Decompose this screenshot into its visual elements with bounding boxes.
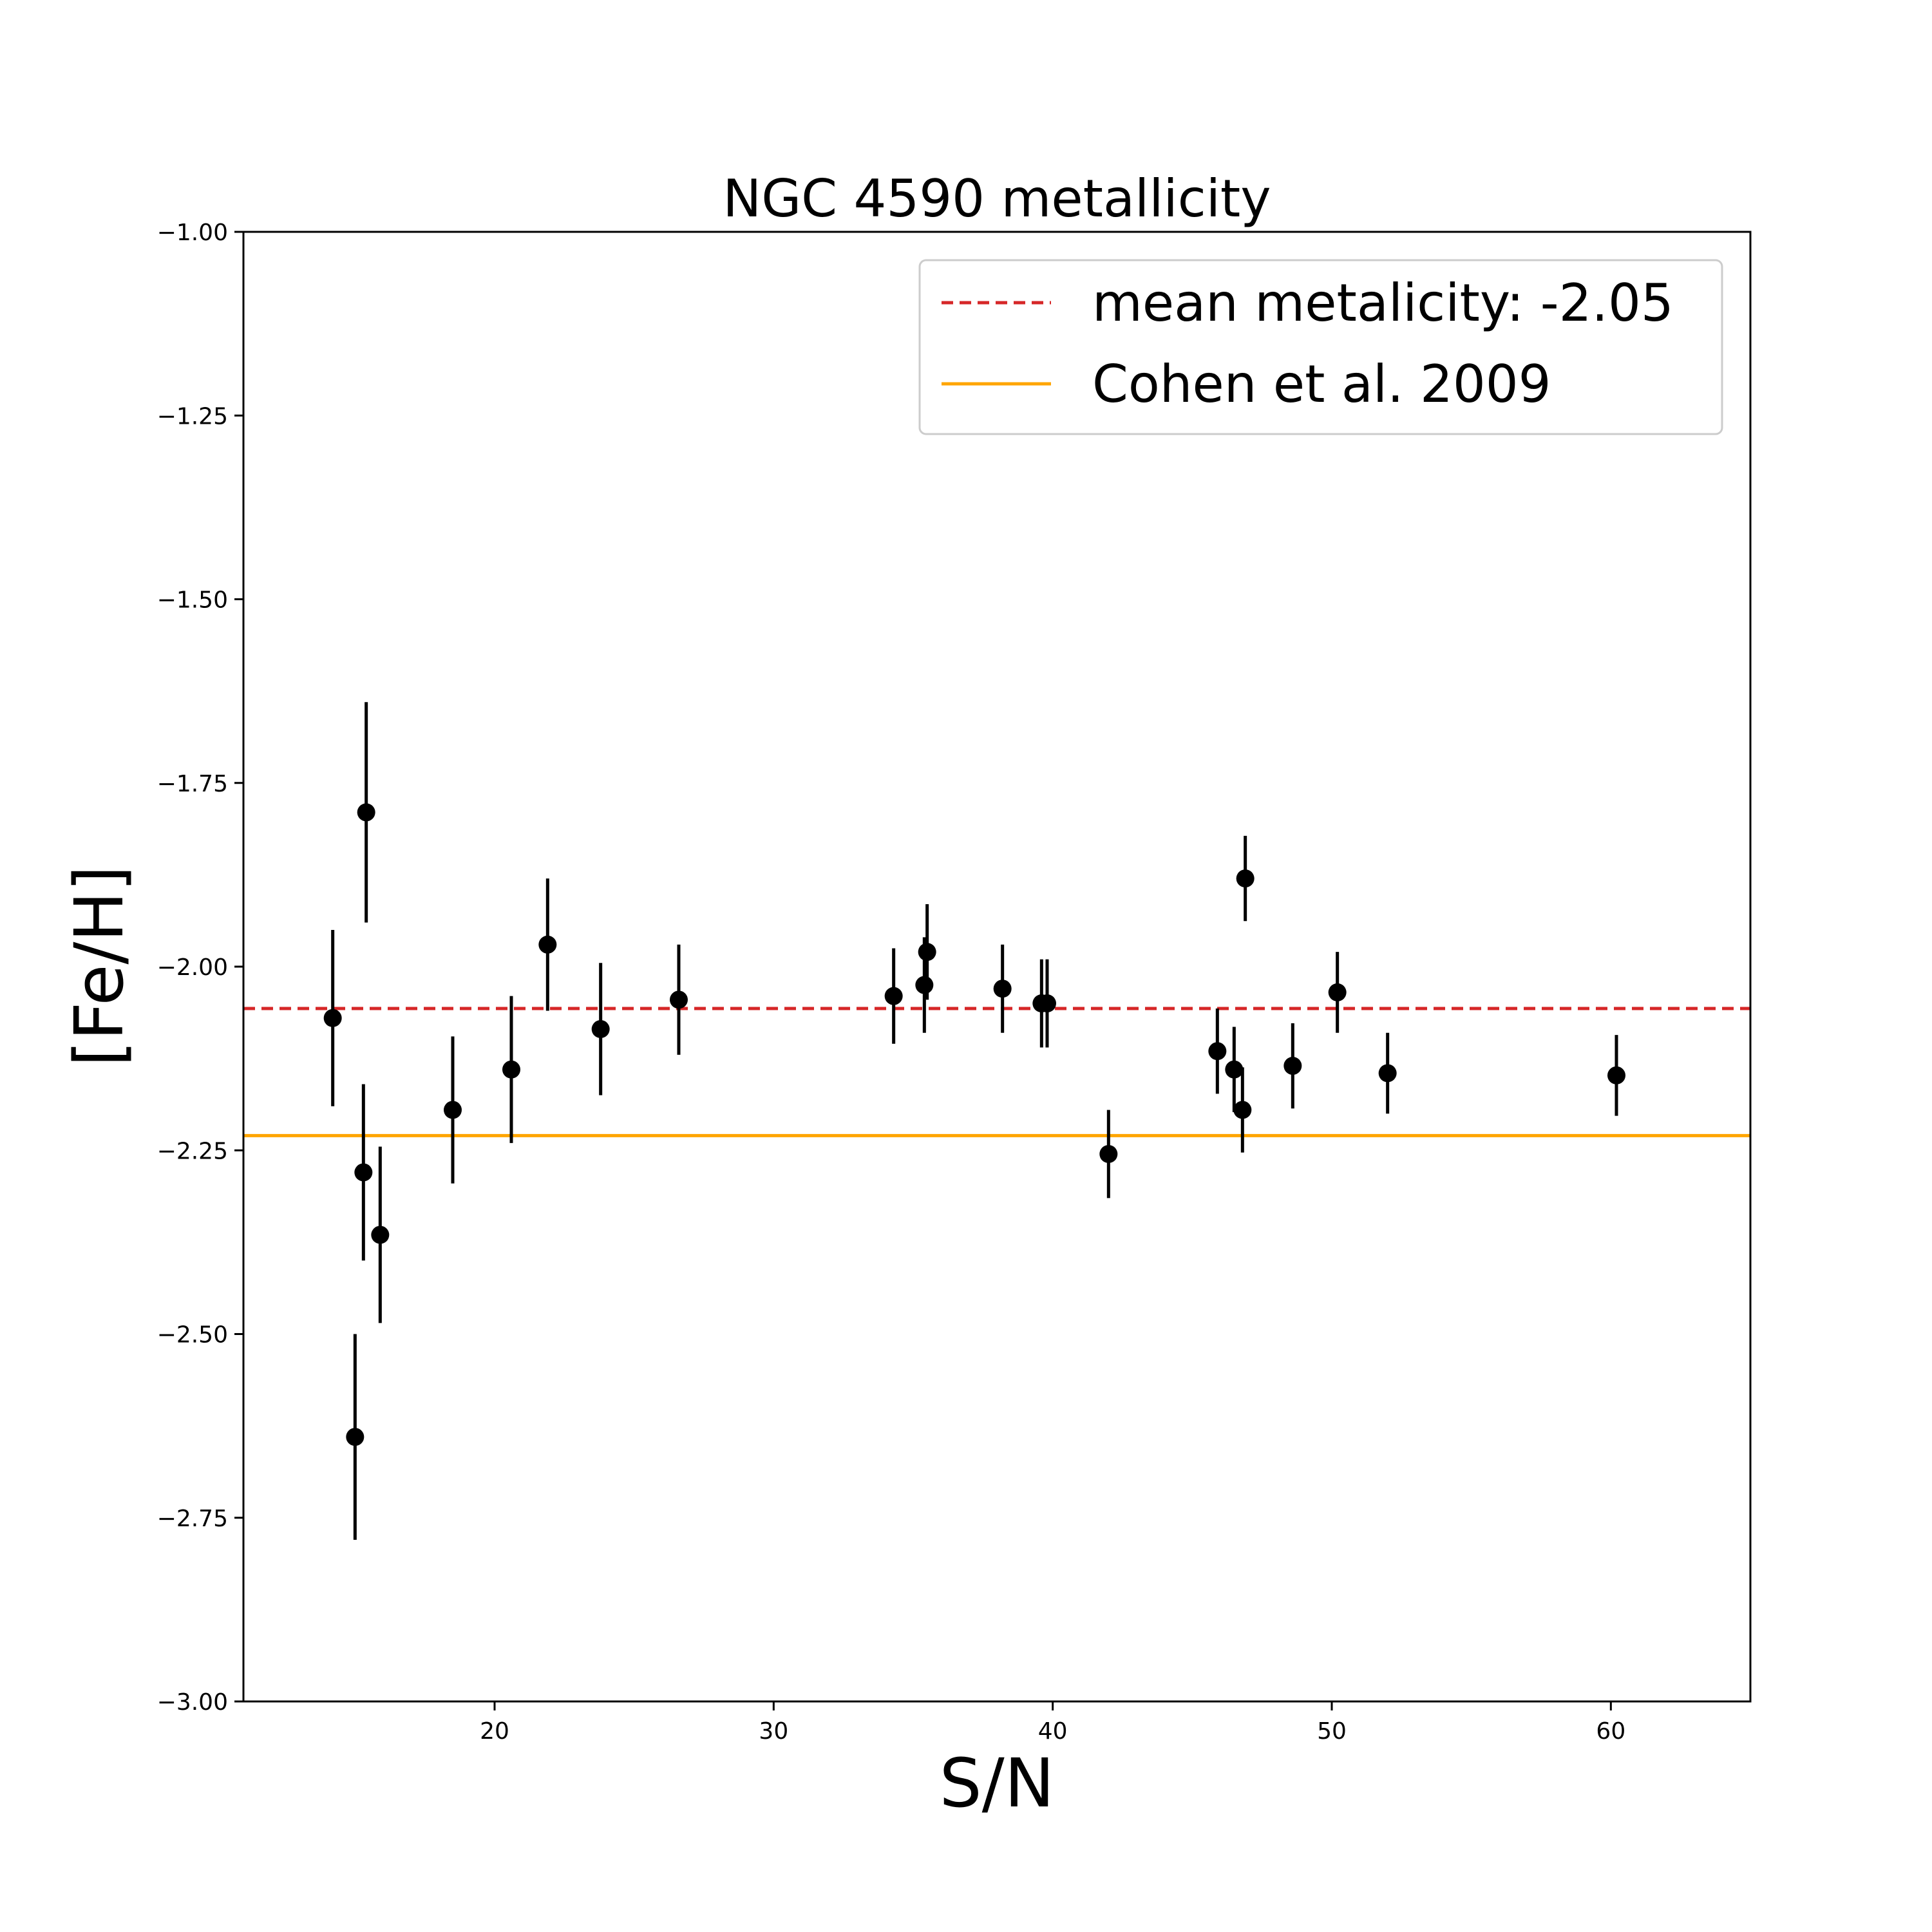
plot-area xyxy=(243,702,1750,1540)
data-point xyxy=(444,1101,462,1119)
y-tick-label: −1.25 xyxy=(157,403,228,430)
data-point xyxy=(1328,983,1347,1001)
x-axis: 20 30 40 50 60 xyxy=(480,1701,1625,1745)
y-axis: −1.00 −1.25 −1.50 −1.75 −2.00 −2.25 −2.50 −2.75… xyxy=(157,220,243,1716)
x-tick-label: 60 xyxy=(1596,1718,1625,1745)
legend: mean metalicity: -2.05 Cohen et al. 2009 xyxy=(918,259,1723,435)
data-point xyxy=(1607,1066,1625,1084)
data-point xyxy=(1233,1101,1252,1119)
y-tick-label: −2.50 xyxy=(157,1322,228,1349)
y-tick-label: −2.25 xyxy=(157,1138,228,1164)
data-point xyxy=(357,803,375,822)
y-axis-label: [Fe/H] xyxy=(60,866,138,1067)
data-point xyxy=(993,980,1012,998)
legend-label-mean: mean metalicity: -2.05 xyxy=(1092,273,1674,333)
x-tick-label: 30 xyxy=(759,1718,788,1745)
x-tick-label: 20 xyxy=(480,1718,509,1745)
data-point xyxy=(1225,1060,1244,1079)
data-point xyxy=(1099,1144,1118,1163)
legend-box xyxy=(918,259,1723,435)
data-point xyxy=(591,1019,610,1038)
data-point xyxy=(1208,1042,1227,1061)
y-tick-label: −3.00 xyxy=(157,1689,228,1716)
x-tick-label: 40 xyxy=(1038,1718,1068,1745)
data-point xyxy=(371,1226,390,1244)
data-point xyxy=(502,1060,520,1079)
chart-title: NGC 4590 metallicity xyxy=(723,169,1271,229)
data-point xyxy=(354,1163,373,1182)
plot-frame xyxy=(242,231,1752,1703)
data-point xyxy=(670,990,688,1009)
y-tick-label: −1.50 xyxy=(157,587,228,614)
data-point xyxy=(538,935,557,954)
y-tick-label: −2.75 xyxy=(157,1506,228,1532)
data-point xyxy=(323,1009,342,1027)
data-point xyxy=(346,1428,365,1446)
data-point xyxy=(1038,994,1056,1013)
x-tick-label: 50 xyxy=(1317,1718,1347,1745)
data-point xyxy=(1283,1057,1302,1075)
data-point xyxy=(1236,869,1255,888)
y-tick-label: −1.75 xyxy=(157,771,228,797)
data-point xyxy=(1378,1064,1397,1083)
y-tick-label: −1.00 xyxy=(157,220,228,246)
data-point xyxy=(884,987,903,1005)
data-point xyxy=(915,976,934,994)
legend-label-cohen: Cohen et al. 2009 xyxy=(1092,354,1551,414)
y-tick-label: −2.00 xyxy=(157,954,228,981)
data-point xyxy=(918,943,936,961)
x-axis-label: S/N xyxy=(940,1744,1055,1823)
